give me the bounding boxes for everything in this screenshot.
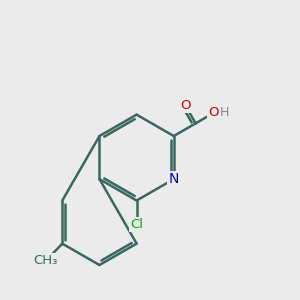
Text: O: O xyxy=(208,106,219,119)
Text: CH₃: CH₃ xyxy=(34,254,58,267)
Text: O: O xyxy=(180,99,190,112)
Text: Cl: Cl xyxy=(130,218,143,231)
Text: H: H xyxy=(220,106,230,119)
Text: N: N xyxy=(169,172,179,186)
